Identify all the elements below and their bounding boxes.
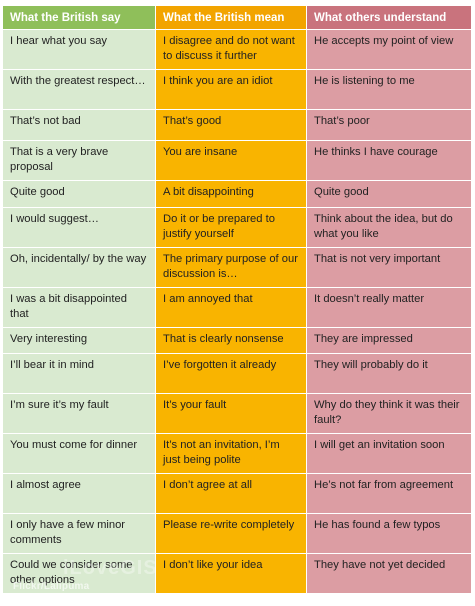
cell-others-understand: They will probably do it (307, 354, 471, 394)
cell-others-understand: That’s poor (307, 110, 471, 141)
cell-others-understand: I will get an invitation soon (307, 434, 471, 474)
cell-others-understand: Why do they think it was their fault? (307, 394, 471, 434)
cell-british-mean: Please re-write completely (156, 514, 307, 554)
cell-others-understand: He is listening to me (307, 70, 471, 110)
table-row: That is a very brave proposal You are ins… (3, 141, 471, 181)
cell-british-mean: It’s your fault (156, 394, 307, 434)
cell-others-understand: He has found a few typos (307, 514, 471, 554)
table-row: I only have a few minor comments Please r… (3, 514, 471, 554)
table-row: Very interesting That is clearly nonsense… (3, 328, 471, 354)
cell-british-mean: I am annoyed that (156, 288, 307, 328)
cell-others-understand: He’s not far from agreement (307, 474, 471, 514)
cell-british-say: I almost agree (3, 474, 156, 514)
table-row: Oh, incidentally/ by the way The primary … (3, 248, 471, 288)
cell-british-mean: The primary purpose of our discussion is… (156, 248, 307, 288)
cell-british-mean: Do it or be prepared to justify yourself (156, 208, 307, 248)
table-row: You must come for dinner It’s not an invi… (3, 434, 471, 474)
cell-british-say: I would suggest… (3, 208, 156, 248)
cell-british-say: I only have a few minor comments (3, 514, 156, 554)
cell-british-say: I’m sure it’s my fault (3, 394, 156, 434)
cell-british-say: I’ll bear it in mind (3, 354, 156, 394)
cell-british-say: I hear what you say (3, 30, 156, 70)
cell-british-mean: That is clearly nonsense (156, 328, 307, 354)
table-row: I hear what you say I disagree and do not… (3, 30, 471, 70)
table-row: I almost agree I don’t agree at all He’s n… (3, 474, 471, 514)
table-row: I’m sure it’s my fault It’s your fault Why… (3, 394, 471, 434)
cell-british-say: I was a bit disappointed that (3, 288, 156, 328)
cell-others-understand: Quite good (307, 181, 471, 208)
table-header-row: What the British say What the British me… (3, 6, 471, 30)
cell-others-understand: It doesn’t really matter (307, 288, 471, 328)
cell-others-understand: He thinks I have courage (307, 141, 471, 181)
cell-british-mean: I don’t like your idea (156, 554, 307, 594)
table-row: That’s not bad That’s good That’s poor (3, 110, 471, 141)
cell-british-mean: A bit disappointing (156, 181, 307, 208)
table-body: I hear what you say I disagree and do not… (3, 30, 471, 594)
translation-table: What the British say What the British me… (3, 6, 471, 594)
cell-others-understand: They have not yet decided (307, 554, 471, 594)
header-what-others-understand: What others understand (307, 6, 471, 30)
table-row: With the greatest respect… I think you ar… (3, 70, 471, 110)
cell-british-mean: You are insane (156, 141, 307, 181)
table-row: Quite good A bit disappointing Quite good (3, 181, 471, 208)
cell-others-understand: That is not very important (307, 248, 471, 288)
cell-british-say: That’s not bad (3, 110, 156, 141)
cell-others-understand: They are impressed (307, 328, 471, 354)
cell-british-say: You must come for dinner (3, 434, 156, 474)
cell-british-say: Could we consider some other options (3, 554, 156, 594)
cell-british-say: That is a very brave proposal (3, 141, 156, 181)
table-row: I was a bit disappointed that I am annoye… (3, 288, 471, 328)
cell-british-mean: That’s good (156, 110, 307, 141)
cell-british-mean: I’ve forgotten it already (156, 354, 307, 394)
cell-british-mean: I disagree and do not want to discuss it… (156, 30, 307, 70)
cell-others-understand: He accepts my point of view (307, 30, 471, 70)
header-what-british-mean: What the British mean (156, 6, 307, 30)
cell-british-mean: I think you are an idiot (156, 70, 307, 110)
table-row: I would suggest… Do it or be prepared to … (3, 208, 471, 248)
cell-british-say: Very interesting (3, 328, 156, 354)
cell-british-say: Oh, incidentally/ by the way (3, 248, 156, 288)
header-what-british-say: What the British say (3, 6, 156, 30)
cell-british-mean: I don’t agree at all (156, 474, 307, 514)
table-row: I’ll bear it in mind I’ve forgotten it al… (3, 354, 471, 394)
cell-others-understand: Think about the idea, but do what you li… (307, 208, 471, 248)
cell-british-say: With the greatest respect… (3, 70, 156, 110)
cell-british-mean: It’s not an invitation, I’m just being p… (156, 434, 307, 474)
cell-british-say: Quite good (3, 181, 156, 208)
table-row: Could we consider some other options I do… (3, 554, 471, 594)
